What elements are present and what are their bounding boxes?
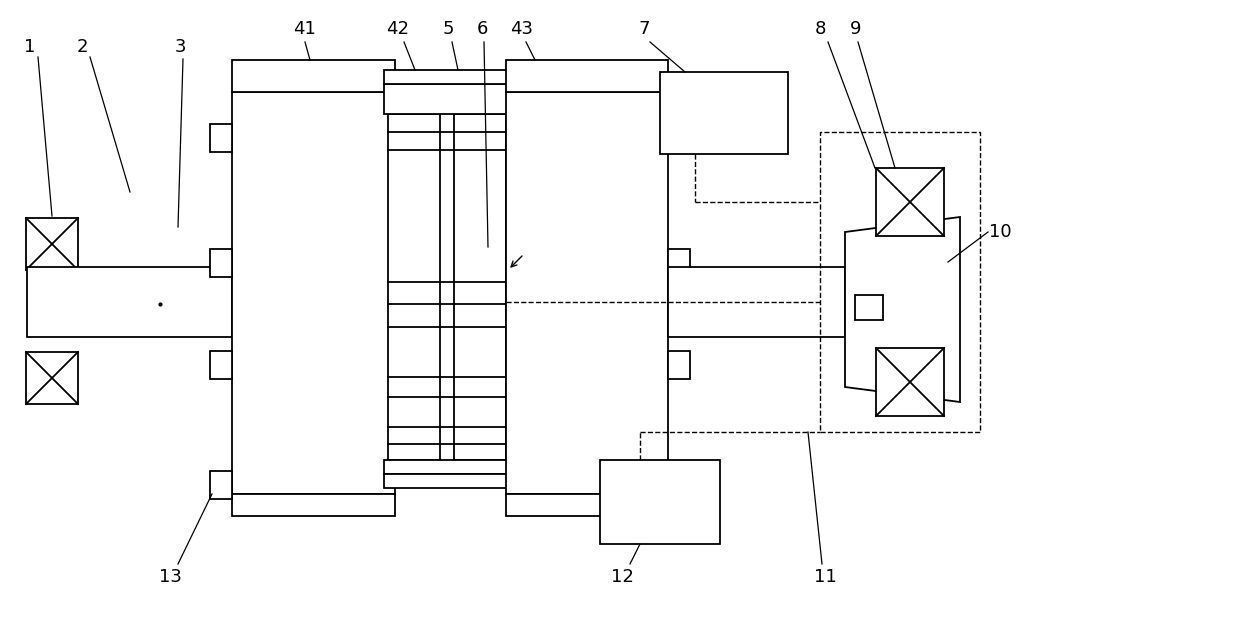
Bar: [232, 494, 396, 516]
Bar: [668, 471, 689, 499]
Bar: [875, 348, 944, 416]
Bar: [210, 351, 232, 379]
Text: 1: 1: [25, 38, 36, 56]
Bar: [384, 84, 510, 114]
Bar: [384, 70, 510, 84]
Bar: [210, 471, 232, 499]
Bar: [388, 114, 440, 460]
Bar: [210, 249, 232, 277]
Text: 6: 6: [476, 20, 487, 38]
Text: 3: 3: [175, 38, 186, 56]
Text: 8: 8: [815, 20, 826, 38]
Text: 9: 9: [851, 20, 862, 38]
Bar: [232, 92, 396, 494]
Bar: [384, 474, 510, 488]
Bar: [26, 218, 78, 270]
Bar: [384, 460, 510, 474]
Text: 5: 5: [443, 20, 454, 38]
Bar: [454, 114, 506, 460]
Bar: [875, 168, 944, 236]
Text: 12: 12: [610, 568, 634, 586]
Text: 41: 41: [294, 20, 316, 38]
Bar: [26, 352, 78, 404]
Bar: [210, 124, 232, 152]
Polygon shape: [844, 217, 960, 402]
Text: 2: 2: [76, 38, 88, 56]
Bar: [820, 132, 980, 432]
Bar: [668, 249, 689, 277]
Text: 42: 42: [387, 20, 409, 38]
Text: 43: 43: [511, 20, 533, 38]
Text: 7: 7: [639, 20, 650, 38]
Bar: [668, 124, 689, 152]
Bar: [600, 460, 720, 544]
Bar: [668, 267, 844, 337]
Text: 10: 10: [988, 223, 1012, 241]
Bar: [856, 295, 883, 320]
Bar: [506, 494, 668, 516]
Bar: [506, 60, 668, 92]
Bar: [232, 60, 396, 92]
Bar: [506, 92, 668, 494]
Bar: [27, 267, 232, 337]
Text: 11: 11: [813, 568, 836, 586]
Bar: [660, 72, 787, 154]
Text: 13: 13: [159, 568, 181, 586]
Bar: [668, 351, 689, 379]
